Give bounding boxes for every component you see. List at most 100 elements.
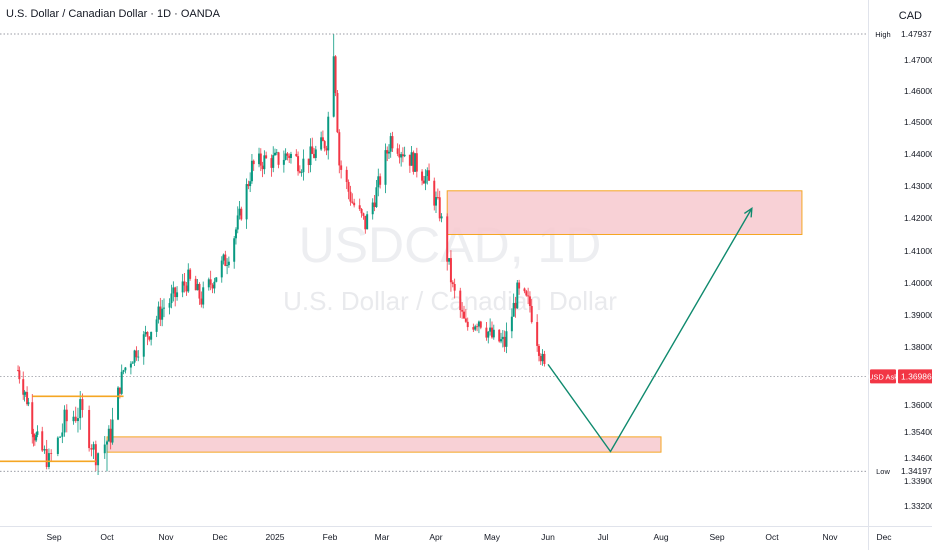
candle xyxy=(17,365,20,372)
candle xyxy=(172,281,175,302)
candle xyxy=(362,212,365,220)
time-tick-label: Dec xyxy=(876,532,892,542)
candle xyxy=(26,386,29,406)
candle-body xyxy=(500,339,503,342)
candle-body xyxy=(314,149,317,158)
candle xyxy=(202,281,205,309)
candle xyxy=(196,279,199,291)
candle xyxy=(401,147,404,163)
candle xyxy=(181,273,184,298)
candle-body xyxy=(233,238,236,262)
price-tick-label: 1.35400 xyxy=(904,427,932,437)
candle-body xyxy=(61,432,64,437)
candle xyxy=(398,144,401,164)
candle-body xyxy=(157,306,160,320)
candle xyxy=(103,436,106,459)
candle xyxy=(408,154,411,173)
candle xyxy=(536,314,539,352)
candle xyxy=(428,163,431,181)
price-tick-label: 1.33900 xyxy=(904,476,932,486)
price-tick-label: 1.41000 xyxy=(904,246,932,256)
price-tick-label: 1.39000 xyxy=(904,310,932,320)
candle xyxy=(270,154,273,177)
price-tick-label: 1.43000 xyxy=(904,181,932,191)
candle-body xyxy=(238,208,241,216)
candle xyxy=(131,361,134,364)
candle-body xyxy=(137,356,140,358)
candle-body xyxy=(360,208,363,214)
candle xyxy=(307,158,310,174)
candle-body xyxy=(300,172,303,173)
current-price-tag xyxy=(870,369,896,384)
candle xyxy=(537,343,540,362)
candle-body xyxy=(107,428,110,442)
candle xyxy=(31,394,34,444)
time-axis[interactable]: Sep Oct Nov Dec 2025 Feb Mar Apr May Jun Jul Aug Sep… xyxy=(46,532,892,542)
candle xyxy=(320,131,323,151)
watermark-name: U.S. Dollar / Canadian Dollar xyxy=(283,286,617,316)
candle-body xyxy=(472,327,475,330)
candle xyxy=(466,317,469,331)
supply-demand-zones[interactable] xyxy=(106,190,803,453)
price-tick-label: 1.38000 xyxy=(904,342,932,352)
candle-body xyxy=(81,399,84,410)
candle xyxy=(226,258,229,275)
candle xyxy=(120,364,123,396)
candle-body xyxy=(272,155,275,168)
candle-body xyxy=(528,296,531,306)
candle-body xyxy=(109,428,112,443)
candle-body xyxy=(76,418,79,422)
candle xyxy=(74,406,77,423)
time-tick-label: 2025 xyxy=(266,532,285,542)
candle xyxy=(501,330,504,348)
candle xyxy=(289,151,292,164)
candle xyxy=(259,148,262,172)
candle-body xyxy=(371,202,374,215)
candle xyxy=(41,426,44,453)
candle xyxy=(489,318,492,336)
candle-body xyxy=(288,155,291,158)
candle-body xyxy=(424,175,427,184)
candle xyxy=(109,419,112,450)
candle xyxy=(43,445,46,454)
candle-body xyxy=(245,184,248,220)
candle xyxy=(485,322,488,341)
candle xyxy=(213,277,216,294)
candle xyxy=(321,130,324,142)
candle xyxy=(364,215,367,234)
candle-body xyxy=(35,434,38,441)
candle-body xyxy=(297,156,300,172)
current-price-tag-label: USD Ask xyxy=(868,372,898,381)
price-tick-label: 1.46000 xyxy=(904,86,932,96)
candle-body xyxy=(349,191,352,202)
candle-body xyxy=(436,197,439,198)
supply-zone xyxy=(446,190,803,236)
projection-path xyxy=(547,208,753,453)
candle xyxy=(297,151,300,176)
candle xyxy=(477,320,480,334)
candle-body xyxy=(536,322,539,346)
candle-body xyxy=(389,136,392,152)
candle-body xyxy=(347,181,350,192)
candle xyxy=(340,160,343,179)
candle xyxy=(323,139,326,152)
candle xyxy=(527,287,530,305)
candle xyxy=(76,407,79,433)
price-axis[interactable]: 1.47000 1.46000 1.45000 1.44000 1.43000 1.420… xyxy=(868,27,932,511)
candle xyxy=(539,353,542,365)
candle-body xyxy=(338,132,341,166)
candle xyxy=(185,281,188,296)
candle xyxy=(79,391,82,430)
candle xyxy=(50,449,53,462)
candle-body xyxy=(207,279,210,288)
candle-body xyxy=(438,197,441,219)
candle-body xyxy=(185,285,188,292)
candle-body xyxy=(183,281,186,286)
drawing-overlays[interactable] xyxy=(0,33,868,472)
candle-body xyxy=(332,56,335,117)
candle xyxy=(491,321,493,339)
candle-body xyxy=(498,329,501,342)
time-tick-label: Nov xyxy=(158,532,174,542)
candle-body xyxy=(26,392,29,405)
